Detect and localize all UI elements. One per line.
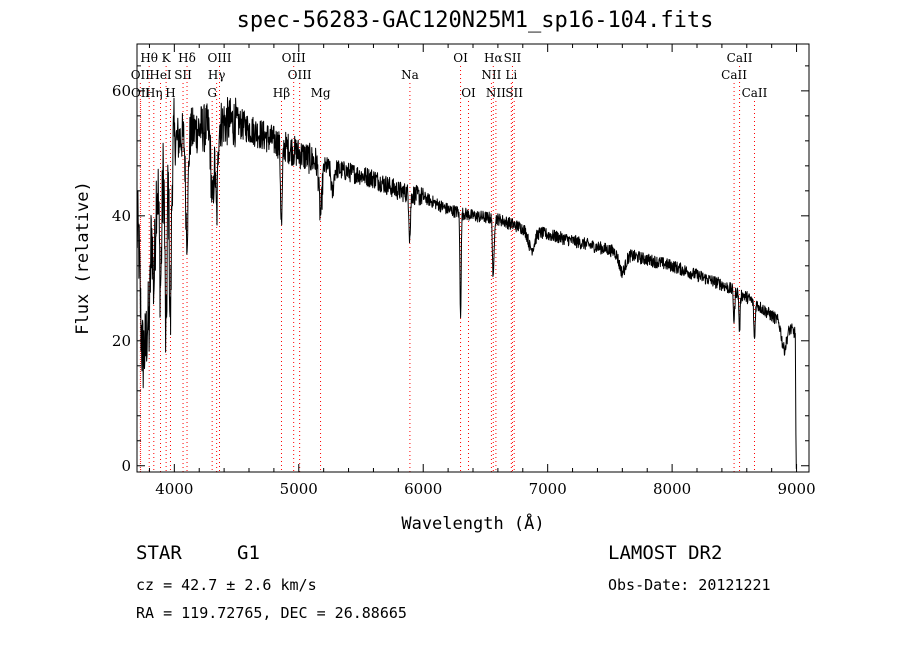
x-axis-label: Wavelength (Å) bbox=[401, 512, 544, 534]
line-marker-label: OII bbox=[131, 86, 151, 100]
y-tick-label: 60 bbox=[112, 82, 131, 100]
line-marker-label: Na bbox=[401, 68, 419, 82]
line-marker-label: Hδ bbox=[178, 51, 196, 65]
line-marker-label: SII bbox=[504, 51, 522, 65]
line-marker-label: Hγ bbox=[208, 68, 226, 82]
line-marker-label: OII bbox=[131, 68, 151, 82]
line-marker-label: H bbox=[165, 86, 175, 100]
line-marker-label: Hβ bbox=[273, 86, 290, 100]
y-axis-label: Flux (relative) bbox=[73, 181, 93, 335]
x-tick-label: 6000 bbox=[404, 480, 442, 498]
y-tick-label: 20 bbox=[112, 332, 131, 350]
line-marker-label: K bbox=[162, 51, 172, 65]
line-markers bbox=[139, 66, 755, 472]
line-marker-label: NII bbox=[481, 68, 501, 82]
line-marker-label: CaII bbox=[742, 86, 768, 100]
line-marker-label: Hθ bbox=[140, 51, 158, 65]
coordinates: RA = 119.72765, DEC = 26.88665 bbox=[136, 604, 407, 622]
line-marker-label: OI bbox=[453, 51, 468, 65]
line-marker-label: Hη bbox=[145, 86, 163, 100]
line-marker-label: CaII bbox=[727, 51, 753, 65]
object-subclass: G1 bbox=[237, 542, 260, 564]
chart-title: spec-56283-GAC120N25M1_sp16-104.fits bbox=[236, 8, 714, 33]
axis-ticks: 4000 5000 6000 7000 8000 9000 0 20 40 60 bbox=[112, 44, 816, 498]
line-marker-label: OIII bbox=[288, 68, 312, 82]
line-marker-label: G bbox=[207, 86, 217, 100]
observation-date: Obs-Date: 20121221 bbox=[608, 576, 771, 594]
line-marker-label: SII bbox=[174, 68, 192, 82]
y-tick-label: 0 bbox=[121, 457, 131, 475]
line-marker-label: OIII bbox=[282, 51, 306, 65]
x-tick-label: 8000 bbox=[653, 480, 691, 498]
y-tick-label: 40 bbox=[112, 207, 131, 225]
x-tick-label: 7000 bbox=[529, 480, 567, 498]
line-marker-label: Hα bbox=[484, 51, 503, 65]
x-tick-label: 5000 bbox=[280, 480, 318, 498]
line-marker-label: OI bbox=[461, 86, 476, 100]
line-marker-label: SII bbox=[505, 86, 523, 100]
redshift-velocity: cz = 42.7 ± 2.6 km/s bbox=[136, 576, 317, 594]
line-marker-label: NII bbox=[486, 86, 506, 100]
x-tick-label: 9000 bbox=[777, 480, 815, 498]
survey-name: LAMOST DR2 bbox=[608, 542, 723, 564]
line-marker-label: Li bbox=[505, 68, 517, 82]
line-marker-label: OIII bbox=[207, 51, 231, 65]
line-marker-label: CaII bbox=[721, 68, 747, 82]
line-marker-label: Mg bbox=[311, 86, 331, 100]
x-tick-label: 4000 bbox=[155, 480, 193, 498]
spectrum-line bbox=[136, 97, 797, 469]
object-class: STAR bbox=[136, 542, 182, 564]
line-marker-label: HeI bbox=[149, 68, 172, 82]
